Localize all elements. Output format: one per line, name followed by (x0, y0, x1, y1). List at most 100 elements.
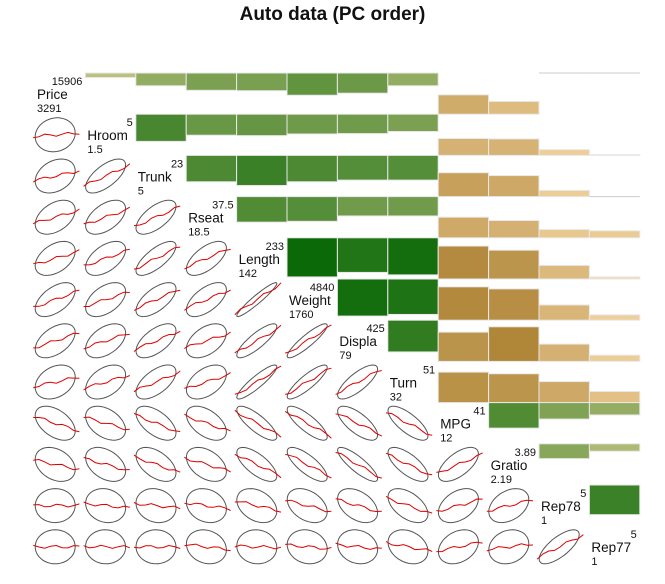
correlation-ellipse (135, 529, 177, 565)
correlation-ellipse (437, 488, 479, 524)
loess-line (385, 495, 433, 514)
correlation-bar (588, 314, 641, 321)
correlation-ellipse (337, 488, 379, 524)
correlation-bar (588, 230, 641, 239)
loess-line (133, 205, 181, 227)
diagonal-min-label: 142 (239, 268, 257, 280)
correlation-bar (236, 113, 288, 137)
correlation-ellipse (34, 405, 76, 441)
correlation-bar (538, 304, 590, 321)
correlation-bar (387, 72, 439, 87)
correlation-bar (437, 216, 490, 239)
loess-line (32, 208, 80, 225)
diagonal-variable-label: Length (239, 252, 280, 267)
diagonal-max-label: 425 (366, 323, 384, 335)
correlation-bar (185, 72, 238, 91)
loess-line (184, 331, 231, 350)
loess-line (33, 131, 80, 139)
loess-line (436, 498, 483, 512)
correlation-ellipse (34, 282, 76, 318)
correlation-ellipse (185, 282, 227, 318)
loess-line (285, 367, 332, 395)
correlation-ellipse (286, 446, 328, 482)
correlation-bar (286, 237, 338, 278)
loess-line (335, 370, 382, 395)
correlation-ellipse (34, 240, 76, 276)
correlation-bar (588, 354, 641, 362)
correlation-bar (336, 72, 389, 94)
diagonal-max-label: 15906 (52, 76, 83, 88)
correlation-bar (538, 402, 590, 420)
correlation-ellipse (85, 364, 127, 400)
correlation-ellipse (85, 158, 127, 194)
correlation-ellipse (337, 405, 379, 441)
correlation-ellipse (34, 158, 76, 194)
loess-line (83, 544, 130, 549)
correlation-bar (437, 245, 490, 280)
loess-line (133, 370, 181, 393)
loess-line (486, 543, 534, 552)
loess-line (184, 502, 231, 511)
correlation-ellipse (34, 488, 76, 524)
correlation-ellipse (387, 488, 429, 524)
loess-line (385, 412, 433, 436)
correlation-ellipse (337, 364, 379, 400)
correlation-bar (286, 72, 338, 96)
loess-line (32, 170, 80, 183)
correlation-ellipse (135, 282, 177, 318)
diagonal-max-label: 51 (423, 364, 435, 376)
correlation-ellipse (34, 529, 76, 565)
loess-line (83, 457, 130, 471)
loess-line (184, 456, 231, 473)
correlation-ellipse (135, 488, 177, 524)
correlation-bar (84, 72, 137, 79)
loess-line (285, 543, 332, 550)
correlation-bar (336, 154, 389, 181)
correlation-ellipse (135, 364, 177, 400)
diagonal-variable-label: MPG (440, 417, 471, 432)
correlation-ellipse (236, 405, 278, 441)
diagonal-max-label: 41 (473, 406, 485, 418)
loess-line (234, 544, 282, 550)
correlation-ellipse (185, 446, 227, 482)
correlation-ellipse (488, 488, 530, 524)
correlation-ellipse (34, 323, 76, 359)
correlation-bar (488, 138, 540, 156)
diagonal-variable-label: Rep78 (541, 499, 581, 514)
loess-line (33, 332, 80, 349)
correlation-bar (336, 113, 389, 135)
diagonal-variable-label: Rseat (188, 211, 224, 226)
loess-line (436, 541, 483, 553)
correlation-bar (588, 443, 641, 452)
diagonal-max-label: 5 (631, 529, 637, 541)
correlation-bar (286, 196, 338, 222)
correlation-bar (286, 113, 338, 135)
correlation-ellipse (85, 282, 127, 318)
correlation-ellipse (236, 364, 278, 400)
diagonal-min-label: 2.19 (491, 474, 512, 486)
loess-line (133, 454, 181, 473)
correlation-ellipse (34, 199, 76, 235)
correlation-ellipse (236, 488, 278, 524)
loess-line (83, 416, 130, 431)
diagonal-variable-label: Rep77 (591, 540, 631, 555)
loess-line (284, 410, 332, 439)
correlation-ellipse (185, 364, 227, 400)
correlation-ellipse (185, 240, 227, 276)
correlation-bar (437, 331, 490, 362)
diagonal-max-label: 4840 (310, 282, 334, 294)
loess-line (133, 289, 181, 311)
loess-line (133, 413, 181, 432)
correlation-ellipse (488, 529, 530, 565)
correlation-ellipse (236, 446, 278, 482)
diagonal-min-label: 5 (138, 185, 144, 197)
chart-title: Auto data (PC order) (239, 4, 426, 25)
correlation-bar (236, 196, 288, 223)
correlation-ellipse (85, 529, 127, 565)
correlation-bar (437, 138, 490, 156)
correlation-ellipse (286, 323, 328, 359)
correlation-ellipse (286, 405, 328, 441)
correlation-bar (336, 237, 389, 273)
loess-line (33, 544, 80, 549)
correlation-bar (437, 94, 490, 115)
